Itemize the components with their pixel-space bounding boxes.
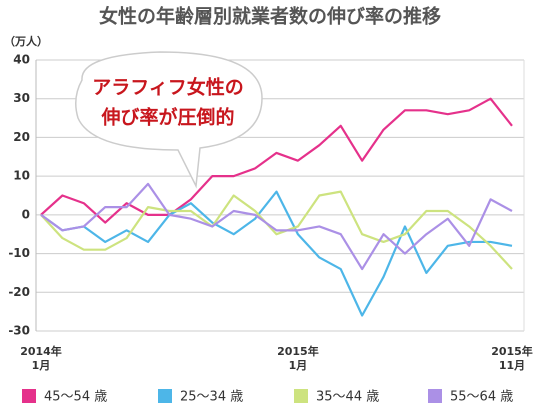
y-tick-label: 30 xyxy=(13,91,30,105)
y-tick-label: 0 xyxy=(22,207,30,221)
legend-label: 45～54 歳 xyxy=(44,390,107,405)
annotation-line: 伸び率が圧倒的 xyxy=(100,106,234,129)
annotation-line: アラフィフ女性の xyxy=(92,76,244,99)
legend-label: 55～64 歳 xyxy=(450,390,513,405)
legend-swatch xyxy=(428,389,442,403)
x-tick-label: 2015年 11月 xyxy=(491,344,533,372)
y-tick-label: -20 xyxy=(8,285,30,299)
y-axis-label: （万人） xyxy=(4,34,48,48)
legend-label: 25～34 歳 xyxy=(180,390,243,405)
legend-swatch xyxy=(158,389,172,403)
y-tick-label: -30 xyxy=(8,324,30,338)
series-line xyxy=(40,97,513,224)
series-line xyxy=(40,190,513,270)
x-tick-label: 2015年 1月 xyxy=(277,344,319,372)
speech-bubble xyxy=(75,51,263,189)
legend-swatch xyxy=(294,389,308,403)
y-tick-label: 20 xyxy=(13,130,30,144)
y-tick-label: -10 xyxy=(8,246,30,260)
y-tick-label: 40 xyxy=(13,53,30,67)
series-line xyxy=(40,190,513,317)
annotation: アラフィフ女性の 伸び率が圧倒的 xyxy=(75,51,263,189)
x-tick-label: 2014年 1月 xyxy=(20,344,62,372)
series-line xyxy=(40,182,513,271)
legend-label: 35～44 歳 xyxy=(316,390,379,405)
legend-swatch xyxy=(22,389,36,403)
y-tick-label: 10 xyxy=(13,169,30,183)
chart-title: 女性の年齢層別就業者数の伸び率の推移 xyxy=(99,5,441,28)
